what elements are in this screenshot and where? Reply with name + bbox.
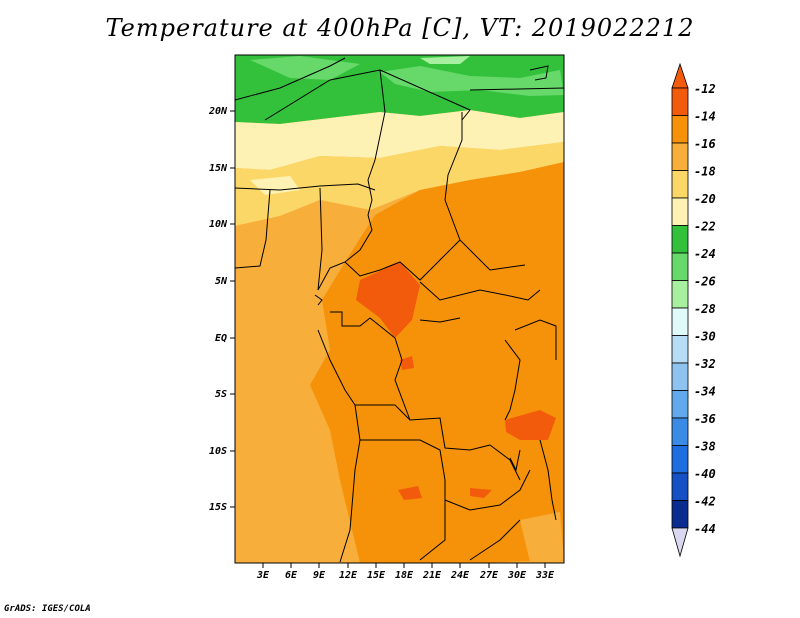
colorbar-swatch (671, 62, 689, 89)
colorbar-swatch (671, 500, 689, 529)
lon-label: 24E (450, 570, 470, 581)
lat-label: 5N (215, 276, 228, 287)
colorbar-label: -42 (694, 495, 716, 509)
colorbar-label: -38 (694, 440, 716, 454)
lat-label: 10N (209, 219, 228, 230)
grads-credit: GrADS: IGES/COLA (4, 604, 91, 614)
lon-label: 6E (285, 570, 298, 581)
colorbar: -12 -14 -16 -18 -20 -22 -24 -26 -28 -30 … (671, 62, 716, 558)
colorbar-label: -20 (694, 192, 716, 206)
colorbar-label: -32 (694, 357, 716, 371)
country-borders (235, 57, 564, 563)
colorbar-swatch (671, 527, 689, 558)
lon-label: 9E (313, 570, 326, 581)
lon-label: 30E (507, 570, 527, 581)
lon-axis: 3E 6E 9E 12E 15E 18E 21E 24E 27E 30E 33E (256, 563, 555, 581)
lon-label: 3E (256, 570, 270, 581)
colorbar-swatch (671, 197, 689, 226)
colorbar-swatch (671, 417, 689, 446)
colorbar-swatch (671, 362, 689, 391)
colorbar-label: -30 (694, 330, 716, 344)
lon-label: 12E (339, 570, 358, 581)
colorbar-swatch (671, 142, 689, 171)
lat-label: 10S (209, 446, 227, 457)
temperature-field (235, 55, 564, 563)
colorbar-label: -26 (694, 275, 716, 289)
lat-label: 20N (208, 106, 228, 117)
lat-label: 15S (209, 502, 227, 513)
lat-axis: 20N 15N 10N 5N EQ 5S 10S 15S (208, 106, 235, 513)
colorbar-swatch (671, 390, 689, 419)
lon-label: 15E (367, 570, 386, 581)
lat-label: 5S (215, 389, 227, 400)
colorbar-label: -14 (694, 110, 716, 124)
colorbar-swatch (671, 307, 689, 336)
colorbar-swatch (671, 87, 689, 116)
colorbar-label: -22 (694, 220, 716, 234)
colorbar-swatch (671, 472, 689, 501)
map-frame (234, 54, 565, 564)
colorbar-label: -12 (694, 82, 716, 96)
colorbar-swatch (671, 335, 689, 364)
colorbar-label: -44 (694, 522, 716, 536)
colorbar-swatch (671, 280, 689, 309)
colorbar-label: -40 (694, 467, 716, 481)
lat-label: EQ (215, 333, 227, 344)
colorbar-swatch (671, 252, 689, 281)
lon-label: 33E (535, 570, 555, 581)
map-title: Temperature at 400hPa [C], VT: 201902221… (105, 14, 695, 42)
colorbar-label: -28 (694, 302, 716, 316)
colorbar-label: -18 (694, 165, 716, 179)
colorbar-label: -36 (694, 412, 716, 426)
colorbar-label: -24 (694, 247, 716, 261)
colorbar-swatch (671, 170, 689, 199)
colorbar-swatch (671, 445, 689, 474)
lat-label: 15N (209, 163, 228, 174)
lon-label: 18E (395, 570, 414, 581)
colorbar-swatch (671, 115, 689, 144)
lon-label: 27E (479, 570, 499, 581)
lon-label: 21E (422, 570, 442, 581)
colorbar-label: -16 (694, 137, 716, 151)
colorbar-label: -34 (694, 385, 716, 399)
colorbar-swatch (671, 225, 689, 254)
